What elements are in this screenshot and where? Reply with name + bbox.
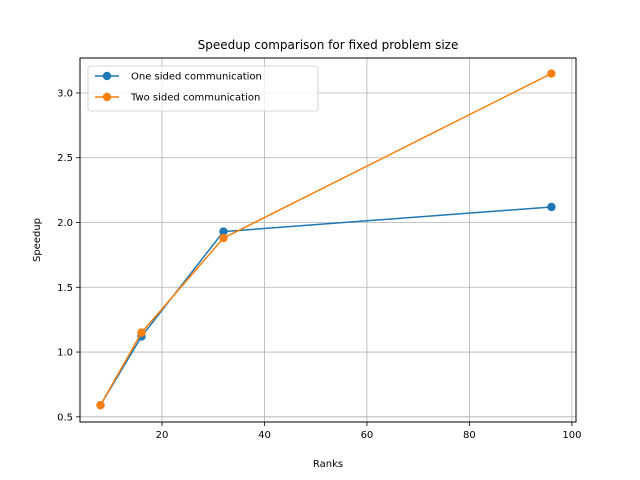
data-point xyxy=(547,202,556,212)
legend-label: One sided communication xyxy=(131,72,262,83)
y-axis-label: Speedup xyxy=(32,218,43,262)
series-line-2 xyxy=(99,72,552,406)
data-point xyxy=(137,328,146,337)
y-tick-label: 0.5 xyxy=(57,412,73,423)
y-tick-label: 2.0 xyxy=(57,218,73,229)
data-point xyxy=(219,227,228,236)
x-axis-label: Ranks xyxy=(313,459,343,470)
data-point xyxy=(547,69,556,78)
x-tick-label: 60 xyxy=(361,430,374,441)
x-tick-label: 100 xyxy=(562,430,581,441)
plot-frame xyxy=(79,57,577,423)
y-tick-label: 3.0 xyxy=(57,88,73,99)
legend-marker xyxy=(102,71,112,81)
series-line-1 xyxy=(99,206,552,406)
data-point xyxy=(219,233,228,243)
y-tick-label: 1.0 xyxy=(57,348,73,359)
grid xyxy=(80,58,576,422)
legend-label: Two sided communication xyxy=(130,93,260,104)
chart-title: Speedup comparison for fixed problem siz… xyxy=(198,38,459,52)
x-tick-label: 20 xyxy=(156,430,169,441)
series-layer xyxy=(96,69,556,410)
x-tick-label: 40 xyxy=(258,430,271,441)
y-tick-label: 2.5 xyxy=(57,153,73,164)
y-tick-label: 1.5 xyxy=(57,283,73,294)
data-point xyxy=(96,400,105,410)
legend-marker xyxy=(102,92,112,102)
legend-box xyxy=(87,65,319,112)
x-tick-label: 80 xyxy=(463,430,476,441)
legend: One sided communication Two sided communi… xyxy=(87,65,319,112)
ticks: 20 40 60 80 100 0.5 1.0 1.5 2.0 2.5 3.0 xyxy=(57,88,581,441)
